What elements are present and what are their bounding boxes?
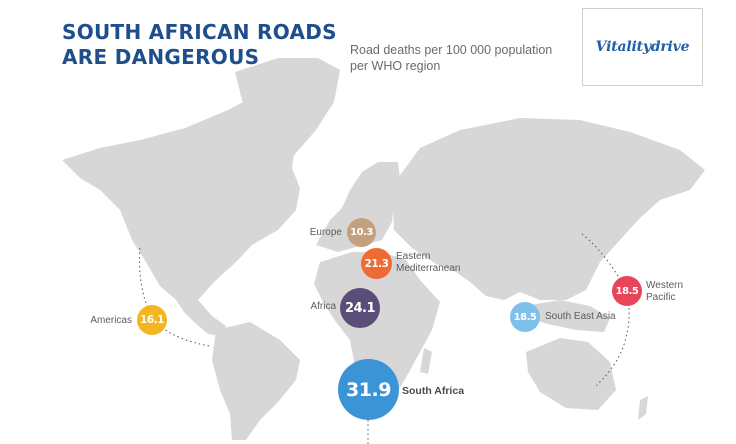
bubble-eastern-mediterranean: 21.3: [361, 248, 392, 279]
value-africa: 24.1: [344, 300, 376, 316]
southeast-asia-islands: [524, 300, 610, 332]
label-americas: Americas: [90, 315, 132, 326]
asia-landmass: [392, 118, 705, 300]
pacific-dotted-outline: [581, 233, 630, 387]
logo-wordmark: Vitalitydrive: [595, 39, 690, 55]
map-subtitle: Road deaths per 100 000 population per W…: [350, 42, 552, 74]
subtitle-line-1: Road deaths per 100 000 population: [350, 43, 553, 57]
label-eastern-mediterranean: Eastern Mediterranean: [396, 251, 461, 274]
south-america-landmass: [212, 322, 300, 440]
value-western-pacific: 18.5: [615, 285, 639, 297]
central-america-landmass: [176, 300, 226, 336]
new-zealand-landmass: [638, 396, 648, 420]
label-south-africa: South Africa: [402, 385, 465, 397]
label-europe: Europe: [309, 227, 342, 238]
page-title: SOUTH AFRICAN ROADS ARE DANGEROUS: [62, 20, 337, 70]
title-line-2: ARE DANGEROUS: [62, 45, 260, 69]
value-americas: 16.1: [140, 314, 164, 326]
greenland-landmass: [235, 58, 340, 192]
bubble-europe: 10.3: [347, 218, 376, 247]
bubble-americas: 16.1: [137, 305, 167, 335]
value-south-east-asia: 18.5: [513, 311, 537, 323]
value-europe: 10.3: [350, 227, 373, 238]
europe-landmass: [316, 162, 400, 252]
title-line-1: SOUTH AFRICAN ROADS: [62, 20, 337, 44]
vitalitydrive-logo: Vitalitydrive: [582, 8, 703, 86]
label-africa: Africa: [310, 301, 336, 312]
bubble-africa: 24.1: [340, 288, 380, 328]
subtitle-line-2: per WHO region: [350, 59, 441, 73]
label-western-pacific: Western Pacific: [646, 280, 684, 303]
bubble-south-east-asia: 18.5: [510, 302, 540, 332]
value-south-africa: 31.9: [346, 378, 391, 401]
value-eastern-mediterranean: 21.3: [364, 257, 389, 270]
bubble-western-pacific: 18.5: [612, 276, 642, 306]
label-south-east-asia: South East Asia: [545, 311, 616, 322]
bubble-south-africa: 31.9: [338, 359, 399, 420]
japan-landmass: [578, 220, 600, 264]
madagascar-landmass: [420, 348, 432, 374]
australia-landmass: [526, 338, 616, 410]
africa-landmass: [314, 252, 440, 404]
